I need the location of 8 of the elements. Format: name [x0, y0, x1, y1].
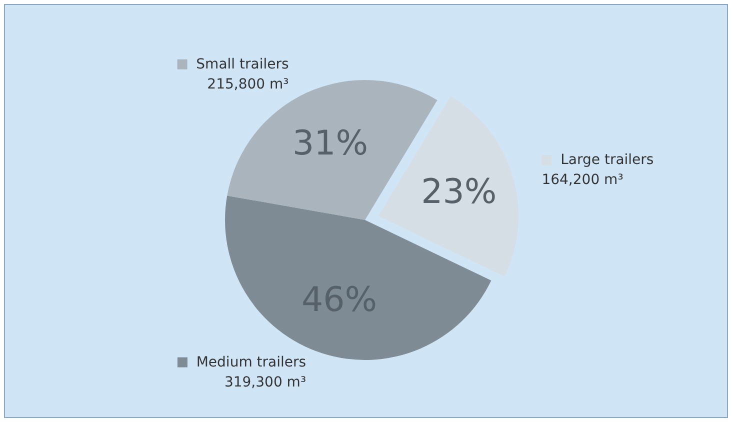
legend-label: Large trailers [552, 152, 654, 168]
data-label: 164,200 m³ [542, 172, 624, 188]
data-label: 215,800 m³ [207, 76, 289, 92]
legend-label: Medium trailers [187, 354, 306, 370]
legend-label: Small trailers [187, 56, 289, 72]
data-label: 319,300 m³ [224, 374, 306, 390]
text: 31% [292, 124, 368, 164]
text: 23% [421, 172, 497, 212]
